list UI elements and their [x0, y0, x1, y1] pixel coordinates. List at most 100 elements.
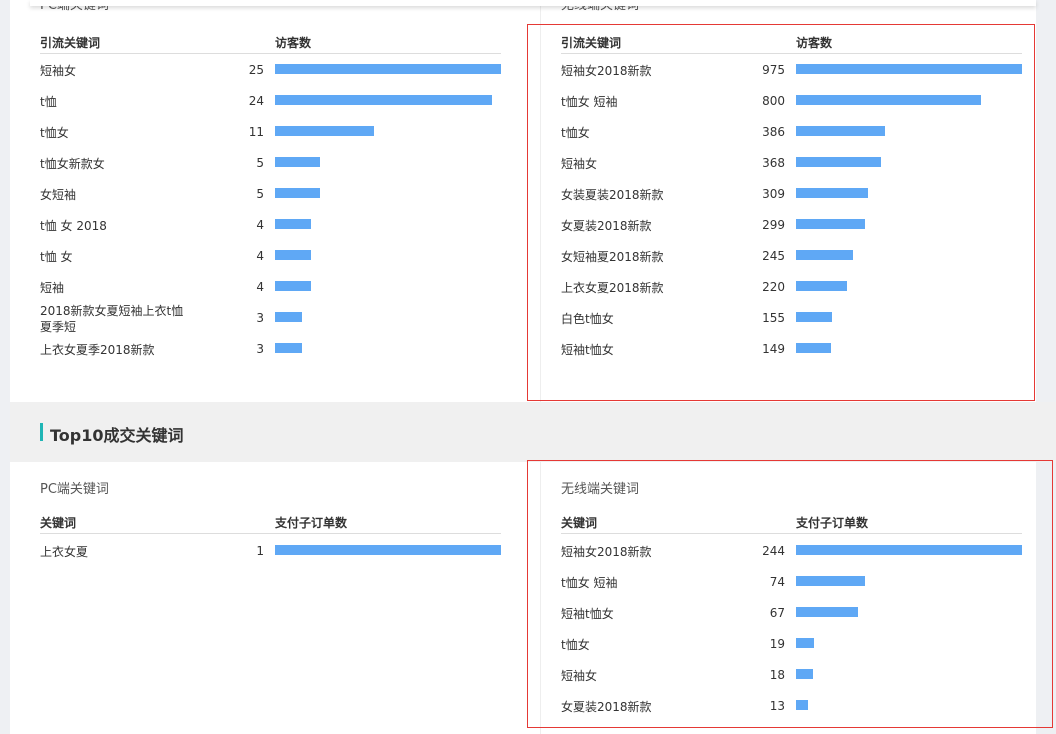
table-row: 上衣女夏2018新款 220	[561, 280, 1022, 311]
value-bar	[796, 607, 858, 617]
keyword-label[interactable]: 上衣女夏季2018新款	[40, 343, 155, 357]
keyword-label[interactable]: 上衣女夏2018新款	[561, 281, 664, 295]
keyword-label[interactable]: 短袖女2018新款	[561, 64, 652, 78]
value-bar	[796, 669, 813, 679]
sticky-header-shadow	[30, 0, 1036, 6]
table-row: 白色t恤女 155	[561, 311, 1022, 342]
value-bar	[796, 95, 981, 105]
header-value: 支付子订单数	[275, 516, 348, 530]
header-keyword: 关键词	[561, 516, 598, 530]
table-header: 关键词 支付子订单数	[561, 510, 1022, 534]
table-row: t恤 女 2018 4	[40, 218, 501, 249]
section-accent-bar	[40, 423, 43, 441]
table-row: 女装夏装2018新款 309	[561, 187, 1022, 218]
keyword-value: 220	[762, 280, 785, 294]
header-value: 访客数	[796, 36, 833, 50]
keyword-label[interactable]: 短袖女	[40, 64, 77, 78]
keyword-value: 25	[248, 63, 264, 77]
header-keyword: 引流关键词	[561, 36, 622, 50]
keyword-label[interactable]: 短袖t恤女	[561, 343, 614, 357]
column-subtitle: PC端关键词	[40, 482, 109, 497]
keyword-label[interactable]: 女装夏装2018新款	[561, 188, 664, 202]
keyword-label[interactable]: t恤女	[561, 638, 590, 652]
value-bar	[275, 219, 311, 229]
keyword-label[interactable]: t恤 女	[40, 250, 73, 264]
value-bar	[796, 700, 808, 710]
keyword-value: 299	[762, 218, 785, 232]
keyword-label[interactable]: 白色t恤女	[561, 312, 614, 326]
keyword-label[interactable]: 短袖女2018新款	[561, 545, 652, 559]
keyword-value: 19	[769, 637, 785, 651]
table-row: 短袖女 18	[561, 668, 1022, 699]
table-row: 短袖t恤女 149	[561, 342, 1022, 373]
table-row: t恤女 386	[561, 125, 1022, 156]
section-header: Top10成交关键词	[10, 402, 1056, 462]
column-subtitle: 无线端关键词	[561, 482, 640, 497]
keyword-value: 4	[256, 249, 264, 263]
keyword-label[interactable]: 女短袖夏2018新款	[561, 250, 664, 264]
table-row: 短袖女 368	[561, 156, 1022, 187]
keyword-label[interactable]: 女夏装2018新款	[561, 219, 652, 233]
table-header: 引流关键词 访客数	[40, 30, 501, 54]
table-row: t恤女 短袖 800	[561, 94, 1022, 125]
value-bar	[275, 188, 320, 198]
keyword-value: 245	[762, 249, 785, 263]
keyword-label[interactable]: 女夏装2018新款	[561, 700, 652, 714]
keyword-label[interactable]: t恤女新款女	[40, 157, 105, 171]
keyword-label[interactable]: 2018新款女夏短袖上衣t恤夏季短	[40, 304, 184, 334]
value-bar	[275, 157, 320, 167]
value-bar	[796, 126, 885, 136]
header-value: 支付子订单数	[796, 516, 869, 530]
value-bar	[796, 343, 831, 353]
keyword-value: 149	[762, 342, 785, 356]
keyword-label[interactable]: 上衣女夏	[40, 545, 89, 559]
table-row: t恤 女 4	[40, 249, 501, 280]
keyword-label[interactable]: 短袖t恤女	[561, 607, 614, 621]
keyword-value: 800	[762, 94, 785, 108]
keyword-value: 975	[762, 63, 785, 77]
keyword-value: 1	[256, 544, 264, 558]
keyword-label[interactable]: 女短袖	[40, 188, 77, 202]
keyword-label[interactable]: 短袖女	[561, 669, 598, 683]
header-keyword: 关键词	[40, 516, 77, 530]
keyword-label[interactable]: 短袖女	[561, 157, 598, 171]
table-row: 短袖女2018新款 975	[561, 63, 1022, 94]
keyword-label[interactable]: t恤女 短袖	[561, 576, 618, 590]
value-bar	[796, 219, 865, 229]
table-row: 女短袖 5	[40, 187, 501, 218]
table-row: 上衣女夏 1	[40, 544, 501, 575]
table-row: 上衣女夏季2018新款 3	[40, 342, 501, 373]
keyword-label[interactable]: t恤女	[561, 126, 590, 140]
table-header: 关键词 支付子订单数	[40, 510, 501, 534]
value-bar	[796, 638, 814, 648]
keyword-label[interactable]: t恤女	[40, 126, 69, 140]
highlight-box	[527, 24, 1035, 401]
keyword-label[interactable]: t恤	[40, 95, 57, 109]
keyword-label[interactable]: t恤女 短袖	[561, 95, 618, 109]
value-bar	[796, 188, 868, 198]
value-bar	[275, 95, 492, 105]
table-row: 2018新款女夏短袖上衣t恤夏季短 3	[40, 304, 501, 342]
value-bar	[275, 545, 501, 555]
value-bar	[796, 64, 1022, 74]
keyword-label[interactable]: 短袖	[40, 281, 65, 295]
table-row: 女夏装2018新款 13	[561, 699, 1022, 730]
keyword-value: 5	[256, 187, 264, 201]
table-row: t恤 24	[40, 94, 501, 125]
header-keyword: 引流关键词	[40, 36, 101, 50]
keyword-value: 67	[769, 606, 785, 620]
traffic-keywords-panel: PC端关键词 引流关键词 访客数 短袖女 25 t恤 24 t恤女 11 t恤女新款女 5 女短袖 5 t…	[10, 0, 1036, 402]
highlight-box	[527, 460, 1053, 728]
keyword-value: 13	[769, 699, 785, 713]
header-value: 访客数	[275, 36, 312, 50]
keyword-value: 24	[248, 94, 264, 108]
keyword-label[interactable]: t恤 女 2018	[40, 219, 107, 233]
keyword-value: 4	[256, 280, 264, 294]
keyword-value: 3	[256, 311, 264, 325]
value-bar	[275, 250, 311, 260]
value-bar	[796, 545, 1022, 555]
value-bar	[796, 281, 847, 291]
keyword-value: 18	[769, 668, 785, 682]
deal-keywords-panel: PC端关键词 关键词 支付子订单数 上衣女夏 1 无线端关键词 关键词 支付子订单数 短袖女2…	[10, 462, 1036, 734]
table-row: 短袖 4	[40, 280, 501, 311]
